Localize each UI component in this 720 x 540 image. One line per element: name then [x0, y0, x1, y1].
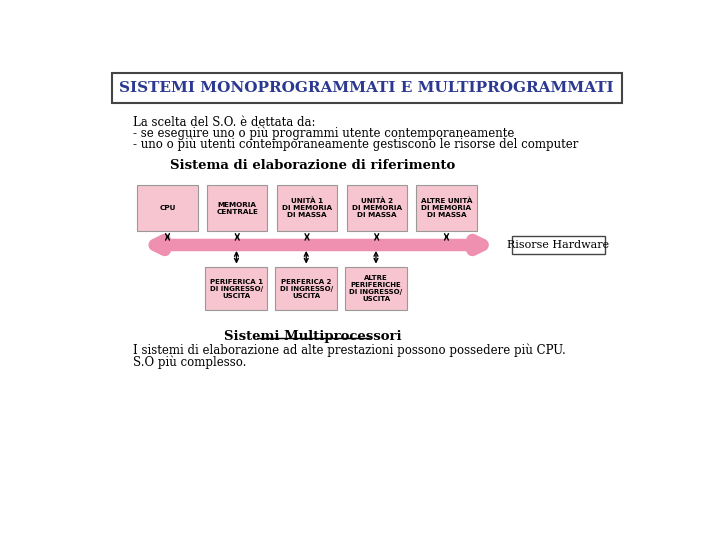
Text: - uno o più utenti contemporaneamente gestiscono le risorse del computer: - uno o più utenti contemporaneamente ge…: [132, 137, 578, 151]
Text: Risorse Hardware: Risorse Hardware: [507, 240, 609, 250]
Text: PERIFERICA 1
DI INGRESSO/
USCITA: PERIFERICA 1 DI INGRESSO/ USCITA: [210, 279, 263, 299]
Text: CPU: CPU: [159, 205, 176, 211]
Text: UNITÀ 2
DI MEMORIA
DI MASSA: UNITÀ 2 DI MEMORIA DI MASSA: [351, 198, 402, 218]
Text: - se eseguire uno o più programmi utente contemporaneamente: - se eseguire uno o più programmi utente…: [132, 126, 514, 140]
Text: MEMORIA
CENTRALE: MEMORIA CENTRALE: [216, 201, 258, 214]
FancyBboxPatch shape: [275, 267, 337, 310]
Text: S.O più complesso.: S.O più complesso.: [132, 356, 246, 369]
Text: SISTEMI MONOPROGRAMMATI E MULTIPROGRAMMATI: SISTEMI MONOPROGRAMMATI E MULTIPROGRAMMA…: [120, 81, 614, 95]
FancyBboxPatch shape: [112, 72, 622, 103]
FancyBboxPatch shape: [138, 185, 198, 231]
Text: UNITÀ 1
DI MEMORIA
DI MASSA: UNITÀ 1 DI MEMORIA DI MASSA: [282, 198, 332, 218]
FancyBboxPatch shape: [205, 267, 267, 310]
FancyBboxPatch shape: [512, 236, 605, 254]
FancyBboxPatch shape: [416, 185, 477, 231]
Text: Sistema di elaborazione di riferimento: Sistema di elaborazione di riferimento: [170, 159, 455, 172]
Text: ALTRE UNITÀ
DI MEMORIA
DI MASSA: ALTRE UNITÀ DI MEMORIA DI MASSA: [420, 198, 472, 218]
Text: Sistemi Multiprocessori: Sistemi Multiprocessori: [224, 330, 401, 343]
FancyBboxPatch shape: [207, 185, 267, 231]
Text: I sistemi di elaborazione ad alte prestazioni possono possedere più CPU.: I sistemi di elaborazione ad alte presta…: [132, 343, 565, 357]
FancyBboxPatch shape: [276, 185, 337, 231]
FancyBboxPatch shape: [346, 185, 407, 231]
FancyBboxPatch shape: [345, 267, 407, 310]
Text: PERFERICA 2
DI INGRESSO/
USCITA: PERFERICA 2 DI INGRESSO/ USCITA: [279, 279, 333, 299]
Text: ALTRE
PERIFERICHE
DI INGRESSO/
USCITA: ALTRE PERIFERICHE DI INGRESSO/ USCITA: [349, 275, 402, 302]
Text: La scelta del S.O. è dettata da:: La scelta del S.O. è dettata da:: [132, 116, 315, 129]
